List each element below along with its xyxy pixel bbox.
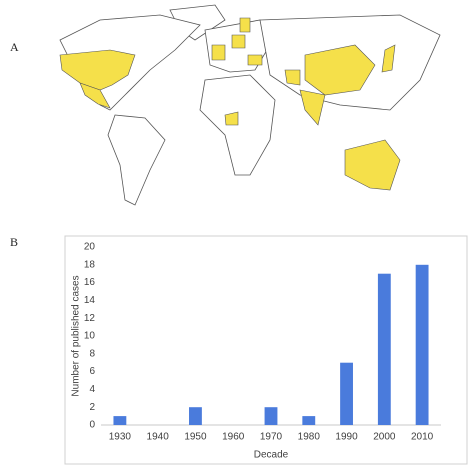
y-tick-label: 6 [89, 366, 95, 377]
y-tick-label: 12 [84, 313, 96, 324]
y-tick-label: 16 [84, 277, 96, 288]
world-map [59, 4, 441, 206]
y-tick-label: 10 [84, 331, 96, 342]
bar [302, 416, 316, 425]
x-tick-label: 1940 [147, 432, 170, 443]
bar [415, 264, 429, 425]
usa [59, 49, 136, 91]
bar [377, 273, 391, 425]
panel-label: A [10, 40, 19, 54]
y-tick-label: 14 [84, 295, 96, 306]
bar [340, 362, 353, 425]
y-tick-label: 18 [84, 259, 96, 270]
chart-frame [64, 235, 468, 465]
india [299, 89, 326, 126]
x-tick-label: 1970 [260, 432, 283, 443]
europe-country [239, 17, 251, 33]
south-america [107, 114, 166, 206]
japan [381, 44, 396, 73]
iran [284, 69, 301, 86]
china [304, 44, 376, 96]
y-tick-label: 0 [89, 420, 95, 431]
nigeria [224, 111, 239, 126]
europe-country [231, 34, 246, 49]
y-tick-label: 20 [84, 242, 96, 253]
y-tick-label: 2 [89, 402, 95, 413]
bar [113, 416, 127, 425]
bar [189, 407, 202, 425]
australia [344, 139, 401, 191]
y-tick-label: 8 [89, 348, 95, 359]
y-axis-label: Number of published cases [71, 275, 82, 396]
x-tick-label: 1960 [222, 432, 245, 443]
x-tick-label: 1950 [184, 432, 207, 443]
europe-country [247, 54, 263, 66]
x-tick-label: 1990 [335, 432, 358, 443]
x-axis-label: Decade [254, 450, 289, 461]
bar [264, 407, 278, 425]
x-tick-label: 1980 [298, 432, 321, 443]
x-tick-label: 2000 [373, 432, 396, 443]
mexico [79, 82, 111, 109]
y-tick-label: 4 [89, 384, 95, 395]
panel-label: B [10, 235, 18, 249]
europe-country [211, 44, 226, 61]
x-tick-label: 2010 [411, 432, 434, 443]
x-tick-label: 1930 [109, 432, 132, 443]
